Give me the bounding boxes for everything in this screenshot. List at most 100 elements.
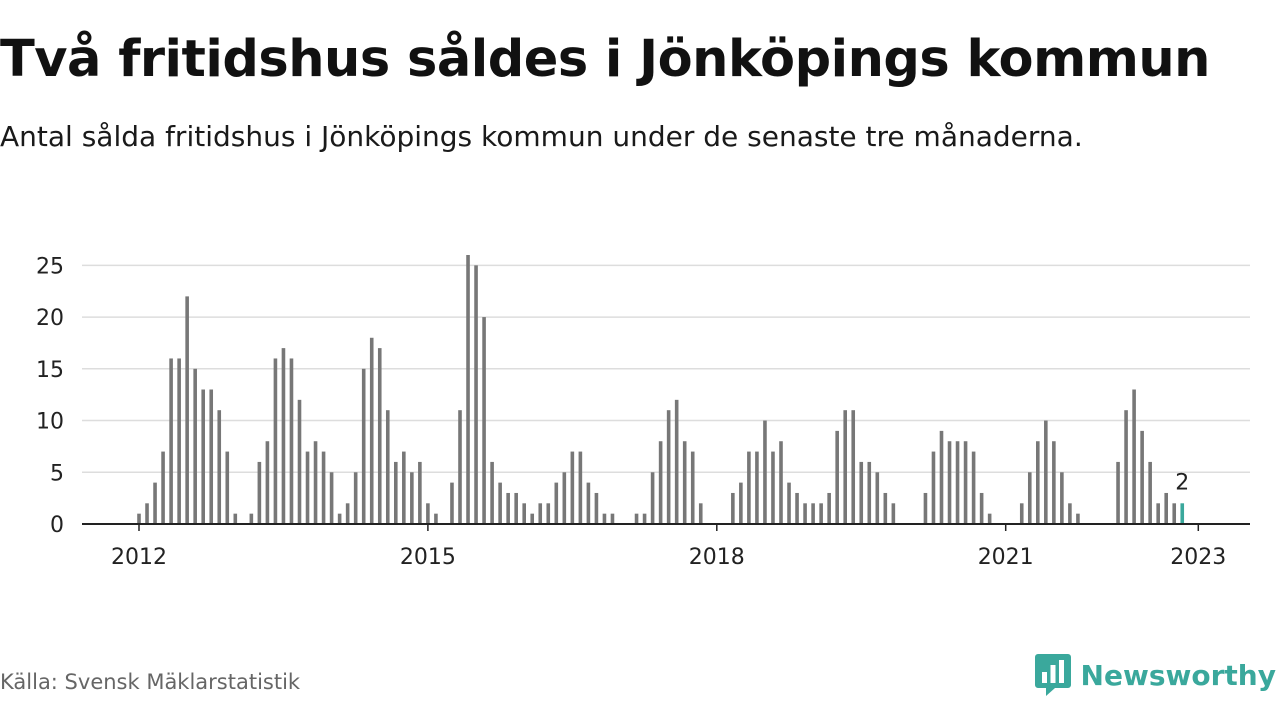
bar bbox=[739, 482, 743, 524]
bar-chart: 0 5 10 15 20 25 2012 2015 2018 2021 2023 2 bbox=[36, 254, 1250, 570]
bar bbox=[225, 451, 230, 524]
bar bbox=[321, 451, 326, 524]
last-value-label: 2 bbox=[1175, 470, 1189, 495]
bar bbox=[458, 410, 462, 524]
bar bbox=[1140, 430, 1144, 524]
bar bbox=[939, 430, 944, 524]
bar bbox=[867, 461, 872, 524]
bar bbox=[145, 503, 149, 524]
bar bbox=[690, 451, 695, 524]
bar bbox=[345, 503, 350, 524]
bar bbox=[1019, 503, 1024, 524]
bar bbox=[377, 348, 382, 524]
bar-highlight bbox=[1180, 503, 1185, 524]
bar bbox=[394, 461, 398, 524]
bar bbox=[273, 358, 278, 524]
x-tick-label: 2021 bbox=[978, 545, 1034, 570]
bar bbox=[361, 368, 366, 524]
y-axis-ticks: 0 5 10 15 20 25 bbox=[36, 254, 64, 538]
bar bbox=[610, 513, 615, 524]
bar bbox=[554, 482, 559, 524]
bar bbox=[891, 503, 896, 524]
bar bbox=[538, 503, 543, 524]
bar bbox=[843, 410, 847, 524]
bar bbox=[410, 472, 414, 524]
bar bbox=[979, 492, 984, 524]
bar bbox=[1164, 492, 1168, 524]
bar bbox=[1052, 441, 1056, 524]
bar bbox=[666, 410, 671, 524]
bar bbox=[987, 513, 992, 524]
bar bbox=[803, 503, 807, 524]
bar bbox=[249, 513, 254, 524]
bar bbox=[1124, 410, 1128, 524]
bar bbox=[811, 503, 815, 524]
grid-lines bbox=[82, 264, 1250, 474]
bar bbox=[755, 451, 759, 524]
bar bbox=[955, 441, 960, 524]
bar bbox=[642, 513, 647, 524]
bar bbox=[281, 348, 286, 524]
bar bbox=[185, 296, 189, 524]
bar bbox=[506, 492, 510, 524]
bar bbox=[674, 399, 679, 524]
bar bbox=[402, 451, 406, 524]
bar bbox=[1116, 461, 1120, 524]
bar bbox=[337, 513, 342, 524]
bar bbox=[578, 451, 583, 524]
bar bbox=[329, 472, 334, 524]
bar bbox=[530, 513, 535, 524]
bar bbox=[875, 472, 880, 524]
bar bbox=[562, 472, 567, 524]
y-tick-label: 5 bbox=[50, 461, 64, 486]
bar bbox=[193, 368, 197, 524]
bar bbox=[201, 389, 205, 524]
bar bbox=[498, 482, 502, 524]
bar bbox=[1076, 513, 1080, 524]
bar bbox=[153, 482, 157, 524]
bar bbox=[771, 451, 775, 524]
chart-subtitle: Antal sålda fritidshus i Jönköpings komm… bbox=[0, 120, 1083, 153]
bar bbox=[819, 503, 823, 524]
bar bbox=[522, 503, 526, 524]
bar bbox=[947, 441, 952, 524]
y-tick-label: 10 bbox=[36, 410, 64, 435]
brand-logo: Newsworthy bbox=[1034, 654, 1276, 696]
bar bbox=[634, 513, 639, 524]
bar bbox=[851, 410, 856, 524]
x-tick-label: 2015 bbox=[400, 545, 456, 570]
bar bbox=[426, 503, 430, 524]
bar bbox=[602, 513, 607, 524]
bar bbox=[385, 410, 390, 524]
y-tick-label: 20 bbox=[36, 306, 64, 331]
newsworthy-logo-icon bbox=[1034, 654, 1071, 696]
bar bbox=[177, 358, 181, 524]
bar bbox=[827, 492, 831, 524]
bar bbox=[923, 492, 928, 524]
chart-title: Två fritidshus såldes i Jönköpings kommu… bbox=[0, 30, 1210, 89]
bar bbox=[835, 430, 839, 524]
bar bbox=[971, 451, 976, 524]
bar bbox=[1027, 472, 1032, 524]
bar bbox=[682, 441, 687, 524]
bar bbox=[747, 451, 751, 524]
bar bbox=[698, 503, 703, 524]
bar bbox=[859, 461, 864, 524]
bar bbox=[514, 492, 518, 524]
bar bbox=[650, 472, 655, 524]
bar bbox=[594, 492, 599, 524]
bar bbox=[1036, 441, 1040, 524]
bar bbox=[233, 513, 238, 524]
bar bbox=[305, 451, 310, 524]
bar bbox=[209, 389, 214, 524]
bar bbox=[434, 513, 438, 524]
bar bbox=[1068, 503, 1072, 524]
bar bbox=[1156, 503, 1160, 524]
y-tick-label: 0 bbox=[50, 513, 64, 538]
bar bbox=[289, 358, 294, 524]
bar bbox=[795, 492, 799, 524]
y-tick-label: 25 bbox=[36, 254, 64, 279]
x-tick-label: 2018 bbox=[689, 545, 745, 570]
bar bbox=[570, 451, 575, 524]
data-labels: 2 bbox=[1175, 470, 1189, 495]
